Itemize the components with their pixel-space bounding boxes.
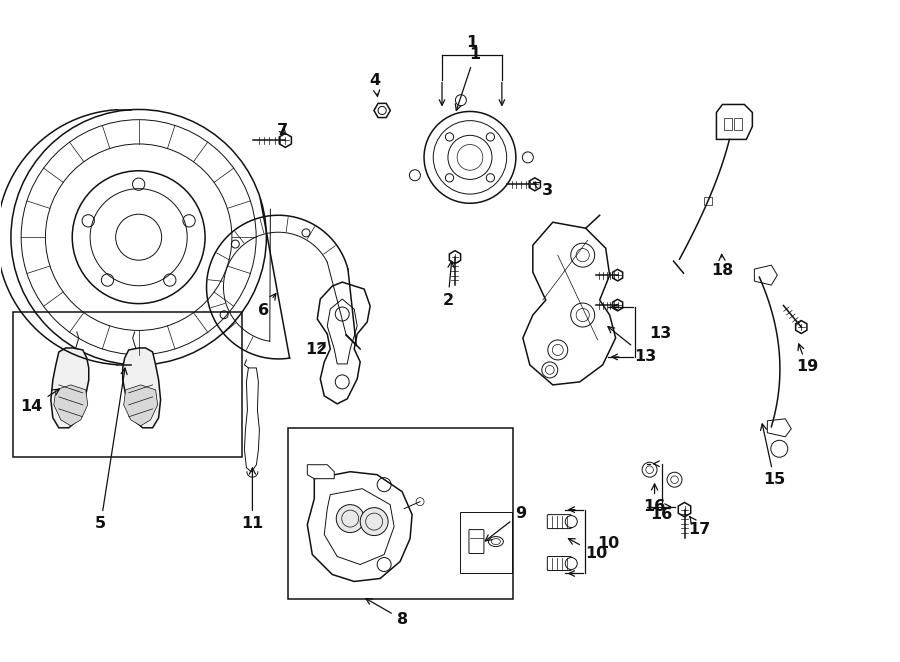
Circle shape (360, 508, 388, 536)
Polygon shape (50, 348, 89, 428)
Text: 4: 4 (370, 73, 381, 97)
Text: 5: 5 (95, 368, 127, 531)
Polygon shape (523, 222, 616, 385)
Polygon shape (613, 299, 623, 311)
Polygon shape (245, 368, 259, 472)
Bar (724, 118, 733, 130)
Polygon shape (307, 465, 334, 479)
Circle shape (424, 111, 516, 203)
Text: 16: 16 (644, 484, 666, 514)
Text: 18: 18 (712, 254, 733, 277)
Circle shape (410, 169, 420, 181)
Circle shape (667, 472, 682, 487)
Text: 19: 19 (796, 344, 818, 375)
Polygon shape (796, 320, 807, 334)
Ellipse shape (489, 537, 503, 547)
Polygon shape (279, 134, 292, 148)
Text: 7: 7 (277, 123, 288, 138)
Polygon shape (679, 502, 690, 517)
Text: 11: 11 (241, 468, 264, 531)
Text: 14: 14 (21, 389, 59, 414)
Polygon shape (123, 385, 158, 426)
Polygon shape (716, 105, 752, 140)
Polygon shape (374, 103, 391, 118)
Polygon shape (307, 472, 412, 581)
Text: 17: 17 (688, 517, 711, 537)
Text: 1: 1 (466, 35, 478, 50)
Text: 13: 13 (650, 326, 671, 342)
Text: 2: 2 (443, 261, 454, 308)
Text: 3: 3 (534, 183, 553, 198)
Circle shape (337, 504, 365, 532)
Circle shape (565, 557, 577, 569)
Bar (734, 118, 742, 130)
Polygon shape (768, 419, 791, 437)
Circle shape (642, 462, 657, 477)
Text: 8: 8 (365, 598, 408, 627)
Text: 9: 9 (485, 506, 526, 541)
Polygon shape (613, 269, 623, 281)
Text: 15: 15 (760, 424, 786, 487)
Polygon shape (754, 265, 778, 285)
Text: 13: 13 (608, 326, 657, 365)
FancyBboxPatch shape (547, 514, 572, 528)
Text: 16: 16 (651, 506, 672, 522)
Polygon shape (122, 348, 160, 428)
Polygon shape (54, 385, 88, 426)
Text: 6: 6 (258, 293, 276, 318)
Polygon shape (529, 178, 540, 191)
Circle shape (455, 95, 466, 106)
Circle shape (522, 152, 534, 163)
Text: 10: 10 (569, 539, 607, 561)
Text: 1: 1 (455, 47, 481, 111)
Polygon shape (318, 282, 370, 404)
FancyBboxPatch shape (547, 557, 572, 571)
Text: 10: 10 (597, 536, 619, 551)
Text: 12: 12 (305, 342, 328, 357)
FancyBboxPatch shape (469, 530, 484, 553)
Circle shape (565, 516, 577, 528)
Polygon shape (449, 251, 461, 263)
Bar (704, 197, 712, 205)
